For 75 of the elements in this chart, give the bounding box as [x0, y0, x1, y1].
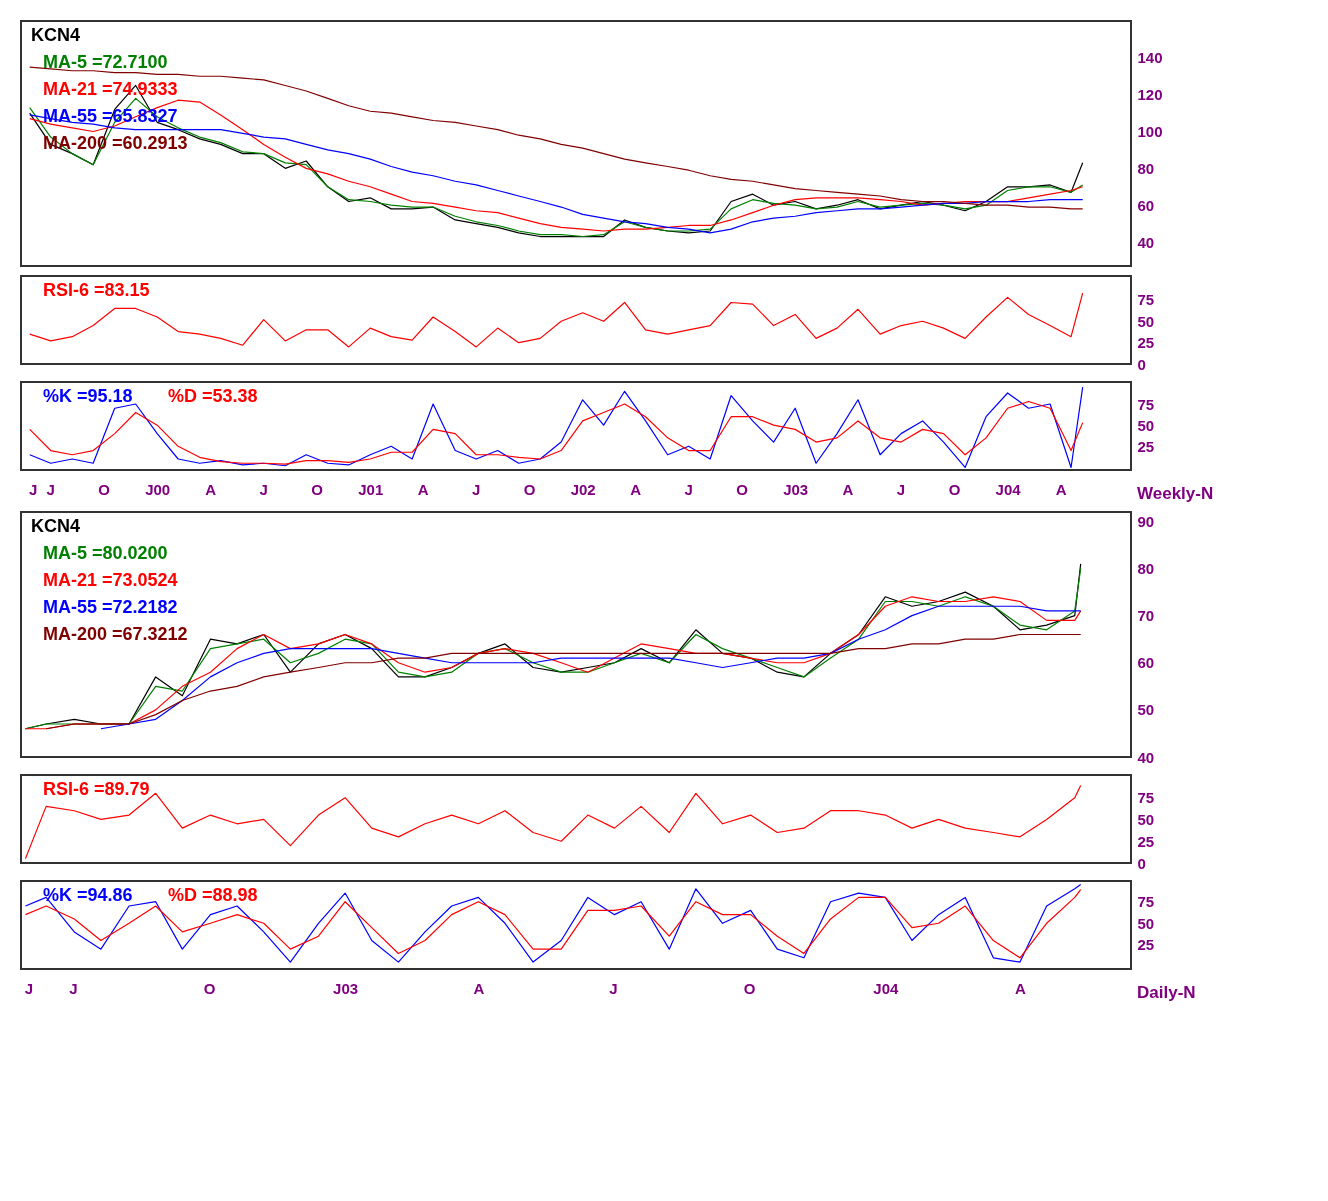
x-tick-label: J — [471, 480, 481, 498]
x-tick-label: J04 — [873, 979, 899, 997]
y-tick-label: 0 — [1137, 854, 1146, 872]
y-tick-label: 0 — [1137, 355, 1146, 373]
y-tick-label: 50 — [1137, 810, 1155, 828]
y-tick-label: 140 — [1137, 49, 1163, 67]
y-tick-label: 120 — [1137, 86, 1163, 104]
x-tick-label: J — [896, 480, 906, 498]
y-tick-label: 75 — [1137, 893, 1155, 911]
x-tick-label: J00 — [145, 480, 171, 498]
y-tick-label: 70 — [1137, 607, 1155, 625]
line-series — [29, 400, 1084, 465]
text: MA-5 =80.0200 — [43, 543, 168, 563]
text: MA-21 =73.0524 — [43, 570, 178, 590]
x-tick-label: O — [736, 480, 749, 498]
x-tick-label: J04 — [995, 480, 1022, 498]
y-tick-label: 90 — [1137, 512, 1155, 530]
y-tick-label: 40 — [1137, 748, 1155, 766]
x-tick-label: A — [1055, 480, 1067, 498]
x-tick-label: O — [98, 480, 111, 498]
x-tick-label: O — [948, 480, 961, 498]
y-tick-label: 25 — [1137, 334, 1155, 352]
x-tick-label: O — [203, 979, 216, 997]
text: MA-55 =72.2182 — [43, 597, 178, 617]
y-tick-label: 80 — [1137, 560, 1155, 578]
x-tick-label: J — [684, 480, 693, 498]
x-tick-label: J — [69, 979, 78, 997]
y-tick-label: 50 — [1137, 701, 1155, 719]
x-tick-label: J — [259, 480, 268, 498]
y-tick-label: 25 — [1137, 936, 1155, 954]
series-label: RSI-6 =89.79 — [43, 779, 150, 799]
series-label: %K =94.86 — [43, 885, 133, 905]
x-tick-label: J — [28, 480, 38, 498]
y-tick-label: 60 — [1137, 654, 1155, 672]
series-label: RSI-6 =83.15 — [43, 280, 150, 300]
x-tick-label: A — [1015, 979, 1027, 997]
x-tick-label: A — [630, 480, 642, 498]
x-tick-label: J03 — [333, 979, 359, 997]
y-tick-label: 50 — [1137, 914, 1155, 932]
line-series — [29, 66, 1084, 210]
x-tick-label: J — [609, 979, 618, 997]
series-label: %D =88.98 — [168, 885, 258, 905]
y-tick-label: 25 — [1137, 832, 1155, 850]
x-tick-label: J — [46, 480, 55, 498]
line-series — [29, 386, 1084, 469]
x-tick-label: J — [24, 979, 34, 997]
x-tick-label: J03 — [783, 480, 809, 498]
series-label: %K =95.18 — [43, 386, 133, 406]
x-tick-label: A — [842, 480, 854, 498]
x-tick-label: A — [473, 979, 485, 997]
y-tick-label: 75 — [1137, 395, 1155, 413]
y-tick-label: 75 — [1137, 789, 1155, 807]
chart-title: KCN4 — [31, 25, 81, 45]
x-tick-label: O — [311, 480, 324, 498]
text: MA-5 =72.7100 — [43, 52, 168, 72]
text: MA-200 =67.3212 — [43, 624, 188, 644]
y-tick-label: 60 — [1137, 196, 1155, 214]
x-tick-label: J02 — [570, 480, 596, 498]
x-tick-label: O — [523, 480, 536, 498]
line-series — [24, 784, 1082, 860]
text: Daily-N — [1137, 983, 1196, 1002]
x-tick-label: O — [743, 979, 756, 997]
y-tick-label: 100 — [1137, 123, 1163, 141]
y-tick-label: 25 — [1137, 437, 1155, 455]
x-tick-label: A — [417, 480, 429, 498]
y-tick-label: 50 — [1137, 312, 1155, 330]
chart-title: KCN4 — [31, 516, 81, 536]
y-tick-label: 40 — [1137, 233, 1155, 251]
series-label: %D =53.38 — [168, 386, 258, 406]
x-tick-label: A — [205, 480, 217, 498]
y-tick-label: 80 — [1137, 159, 1155, 177]
y-tick-label: 75 — [1137, 291, 1155, 309]
y-tick-label: 50 — [1137, 416, 1155, 434]
text: Weekly-N — [1137, 484, 1214, 503]
x-tick-label: J01 — [358, 480, 384, 498]
